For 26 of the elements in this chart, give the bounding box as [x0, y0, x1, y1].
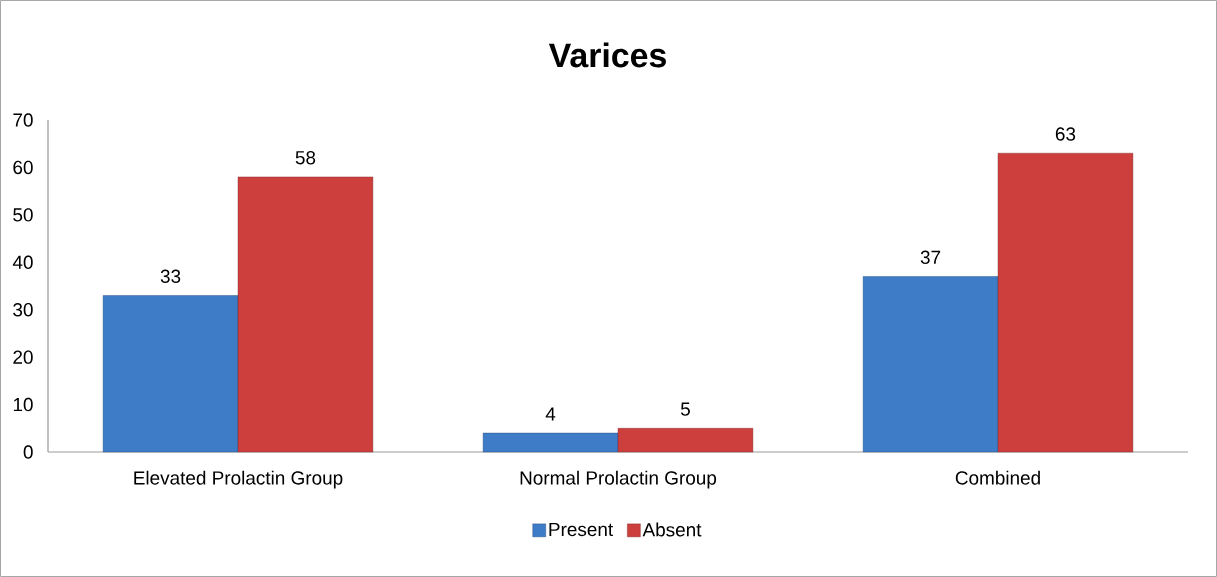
x-tick-label: Elevated Prolactin Group: [134, 470, 343, 489]
y-tick-label: 50: [13, 208, 33, 222]
data-label: 58: [295, 151, 316, 165]
data-label: 63: [1055, 127, 1076, 141]
y-tick-label: 60: [13, 160, 33, 175]
x-tick-label: Combined: [955, 470, 1040, 485]
data-label: 33: [160, 269, 181, 283]
bar: [237, 176, 374, 453]
data-label: 5: [680, 402, 690, 416]
x-tick-label: Normal Prolactin Group: [520, 470, 717, 489]
bar: [482, 432, 619, 453]
y-tick-label: 0: [23, 445, 33, 459]
y-tick-label: 40: [12, 255, 33, 269]
bar: [862, 276, 999, 453]
data-label: 37: [920, 250, 941, 265]
bar: [617, 428, 754, 453]
legend-label: Present: [549, 522, 614, 537]
data-label: 4: [545, 407, 556, 421]
chart-title: Varices: [548, 42, 666, 68]
y-tick-label: 20: [13, 350, 33, 364]
bar: [997, 153, 1134, 453]
legend-label: Absent: [642, 522, 702, 537]
y-tick-label: 70: [13, 113, 33, 127]
bar: [102, 295, 239, 453]
y-tick-label: 30: [13, 303, 33, 317]
y-tick-label: 10: [13, 397, 33, 412]
